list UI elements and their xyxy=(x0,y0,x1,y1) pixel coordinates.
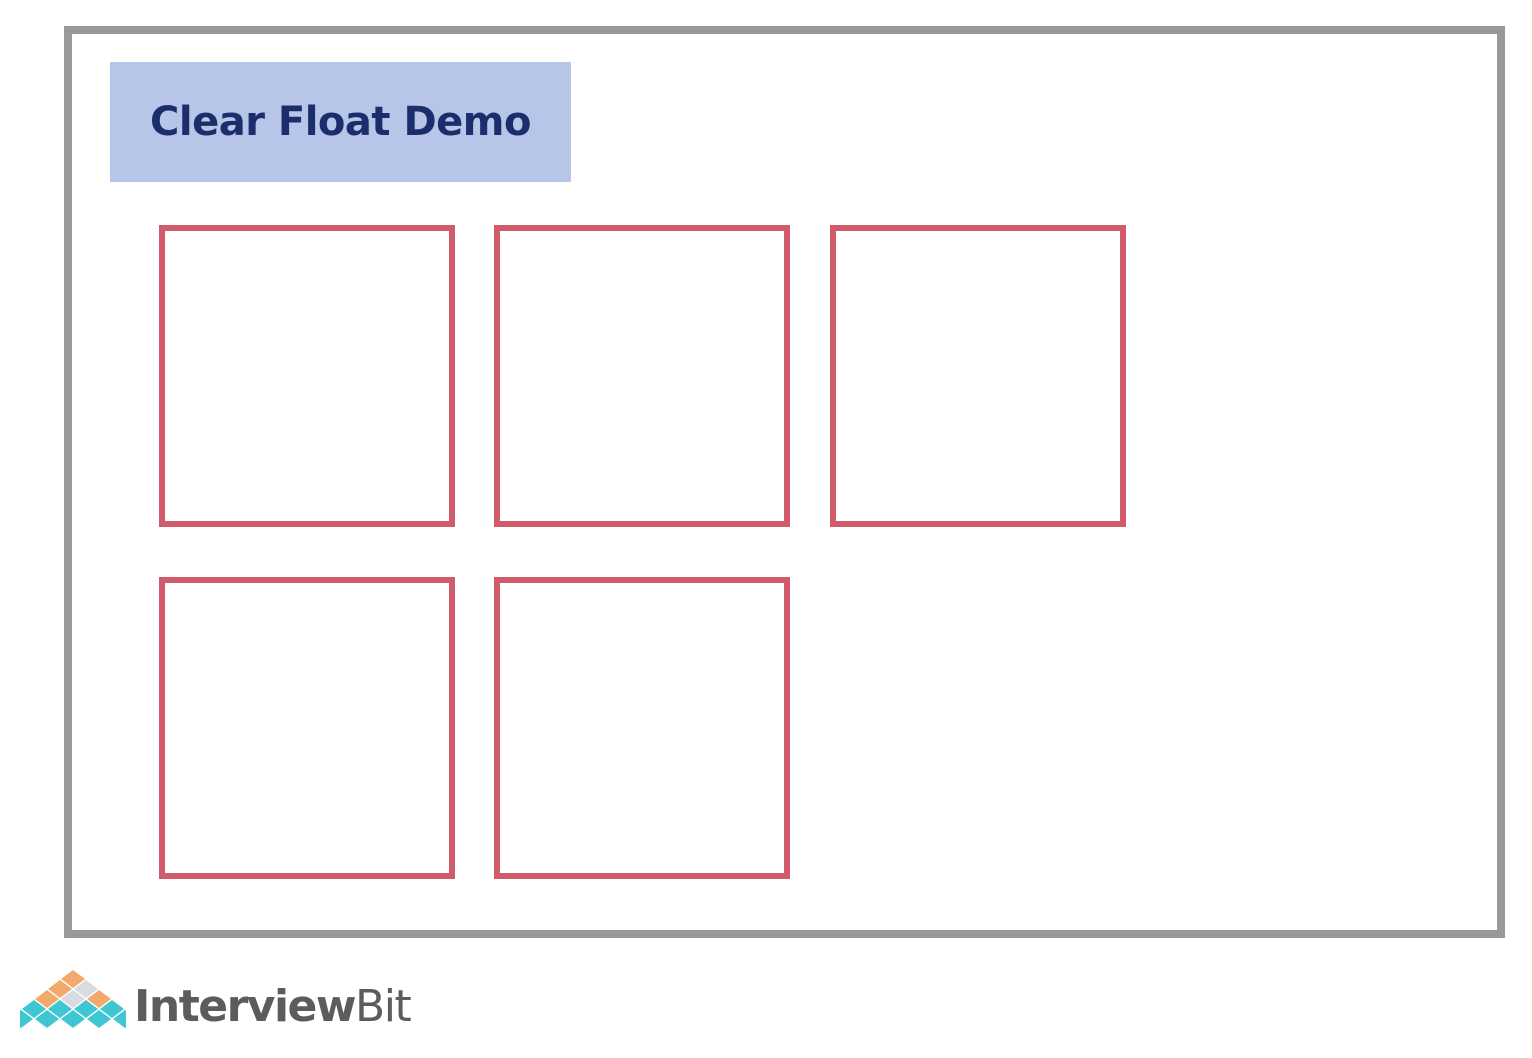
interviewbit-logo: InterviewBit xyxy=(20,968,410,1040)
logo-wordmark-light: Bit xyxy=(355,981,410,1032)
interviewbit-diamond-logo-icon xyxy=(20,969,126,1039)
float-box-2 xyxy=(494,225,790,527)
float-box-1 xyxy=(159,225,455,527)
logo-wordmark-strong: Interview xyxy=(134,981,355,1032)
float-box-5 xyxy=(494,577,790,879)
demo-title: Clear Float Demo xyxy=(150,99,531,145)
float-box-4 xyxy=(159,577,455,879)
float-box-3 xyxy=(830,225,1126,527)
logo-wordmark: InterviewBit xyxy=(134,979,410,1029)
demo-title-box: Clear Float Demo xyxy=(110,62,571,182)
